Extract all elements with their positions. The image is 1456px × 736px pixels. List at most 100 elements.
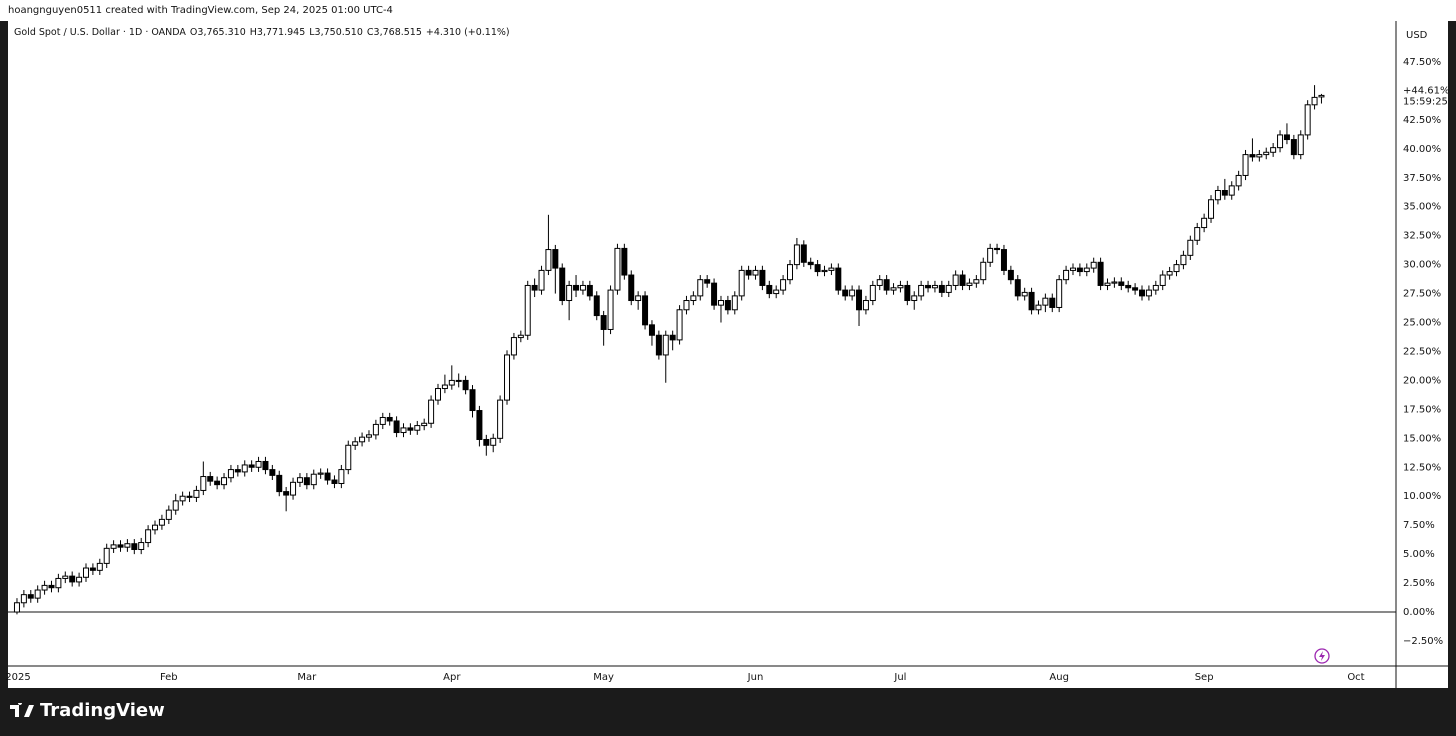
candle-body [221, 477, 228, 486]
candle-body [1173, 264, 1180, 273]
candle-body [711, 282, 718, 306]
candle-body [1014, 279, 1021, 297]
candle-body [987, 247, 994, 263]
candle-body [124, 543, 131, 548]
candle-body [1069, 267, 1076, 271]
candle-body [338, 469, 345, 484]
y-tick-label: 5.00% [1403, 549, 1435, 560]
y-tick-label: 20.00% [1403, 375, 1441, 386]
candle-body [614, 247, 621, 291]
candle-body [27, 594, 34, 599]
candle-body [200, 476, 207, 491]
candle-body [1311, 96, 1318, 106]
brand[interactable]: TradingView [10, 700, 165, 721]
candle-body [1063, 269, 1070, 281]
candle-body [800, 244, 807, 263]
candle-body [676, 309, 683, 341]
candle-body [324, 472, 331, 481]
candle-body [945, 284, 952, 293]
candle-body [255, 460, 262, 468]
candle-body [476, 410, 483, 440]
candle-body [842, 289, 849, 297]
x-tick-label: Jun [747, 672, 764, 683]
y-tick-label: 15.00% [1403, 433, 1441, 444]
candle-body [1028, 291, 1035, 311]
candle-body [186, 495, 193, 498]
candle-body [276, 474, 283, 493]
y-tick-label: 27.50% [1403, 289, 1441, 300]
candle-body [683, 300, 690, 311]
symbol-title: Gold Spot / U.S. Dollar · 1D · OANDA [14, 27, 186, 38]
candle-body [1104, 282, 1111, 286]
candle-body [1249, 154, 1256, 158]
candle-body [138, 542, 145, 550]
candle-body [89, 567, 96, 571]
candle-body [600, 315, 607, 330]
candle-body [303, 477, 310, 486]
ohlc-value: H3,771.945 [249, 27, 306, 38]
candle-body [621, 247, 628, 276]
candle-body [1021, 291, 1028, 297]
candle-body [918, 284, 925, 297]
candle-body [34, 589, 41, 599]
candle-body [193, 489, 200, 498]
candle-body [1139, 289, 1146, 297]
candle-body [207, 476, 214, 482]
candle-body [62, 575, 69, 579]
candle-body [379, 416, 386, 425]
candle-body [973, 279, 980, 284]
candle-body [1097, 261, 1104, 286]
candle-body [1132, 287, 1139, 291]
last-label-bg [1400, 81, 1444, 106]
y-tick-label: 25.00% [1403, 318, 1441, 329]
candle-body [76, 576, 83, 583]
candle-body [1166, 271, 1173, 276]
candle-body [434, 388, 441, 401]
candle-body [856, 289, 863, 311]
candle-body [448, 379, 455, 386]
alert-icon[interactable] [1314, 648, 1330, 664]
y-tick-label: 42.50% [1403, 115, 1441, 126]
candle-body [531, 284, 538, 291]
x-tick-label: Apr [443, 672, 461, 683]
candle-body [655, 334, 662, 356]
last-value-label: +44.61% [1403, 85, 1450, 96]
candle-body [1152, 284, 1159, 291]
candle-body [359, 436, 366, 443]
y-tick-label: 2.50% [1403, 578, 1435, 589]
candle-body [883, 279, 890, 291]
candle-body [1159, 274, 1166, 286]
countdown-label: 15:59:25 [1403, 96, 1448, 107]
x-tick-label: Mar [297, 672, 317, 683]
candle-body [1056, 279, 1063, 308]
candle-body [607, 289, 614, 330]
candle-body [55, 577, 62, 589]
y-tick-label: 47.50% [1403, 57, 1441, 68]
candle-body [745, 269, 752, 276]
candle-body [911, 295, 918, 302]
candle-body [20, 594, 27, 604]
candle-body [1111, 281, 1118, 284]
candle-body [697, 279, 704, 297]
candle-body [862, 300, 869, 311]
x-tick-label: 2025 [5, 672, 30, 683]
candle-body [290, 481, 297, 496]
candle-body [469, 389, 476, 412]
candle-body [1221, 189, 1228, 196]
candle-body [131, 543, 138, 550]
candle-body [165, 509, 172, 520]
candle-body [1090, 261, 1097, 269]
candle-body [648, 324, 655, 336]
brand-text: TradingView [40, 700, 165, 721]
candle-body [593, 295, 600, 317]
y-tick-label: 32.50% [1403, 231, 1441, 242]
candle-body [504, 354, 511, 401]
candle-body [117, 544, 124, 548]
candle-body [248, 464, 255, 468]
candle-body [82, 567, 89, 578]
candle-body [152, 524, 159, 531]
candle-body [724, 300, 731, 311]
candle-body [635, 295, 642, 302]
candle-body [849, 289, 856, 297]
